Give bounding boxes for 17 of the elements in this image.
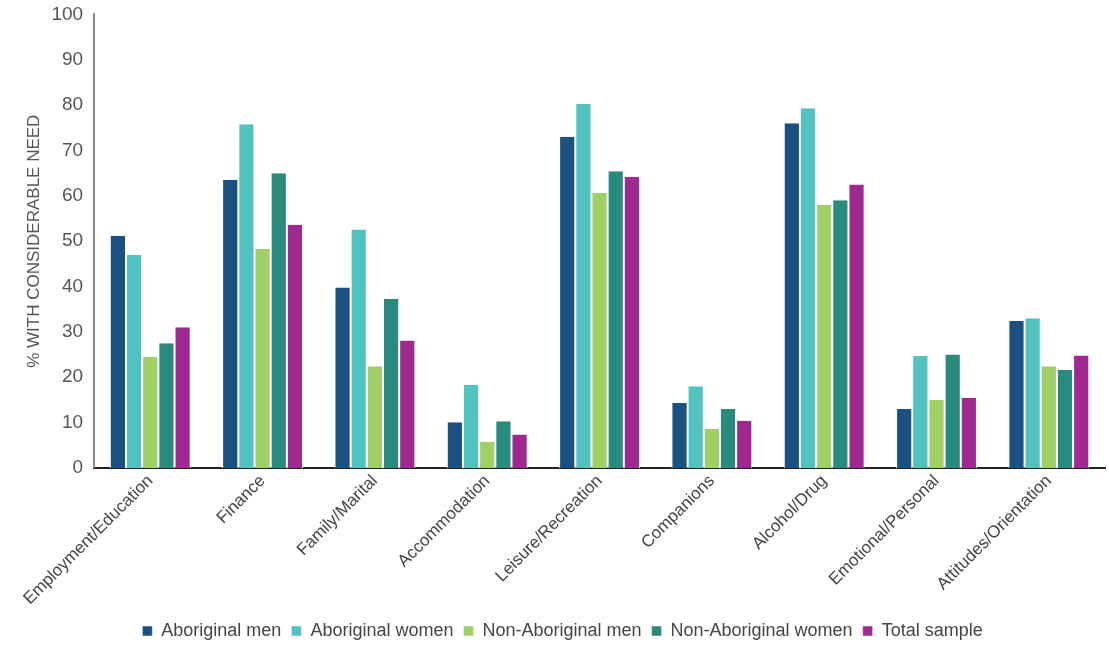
y-axis-title: % WITH CONSIDERABLE NEED [23,114,43,368]
y-tick-label: 0 [72,456,84,478]
legend-label: Total sample [881,619,983,640]
legend-label: Aboriginal women [310,619,454,640]
y-tick-label: 50 [61,229,84,251]
y-tick-label: 90 [61,47,84,69]
y-tick-label: 20 [61,365,84,387]
legend-label: Non-Aboriginal women [670,619,853,640]
y-tick-label: 60 [61,184,84,206]
y-tick-label: 40 [61,274,84,296]
legend-label: Aboriginal men [161,619,282,640]
legend-label: Non-Aboriginal men [482,619,642,640]
y-tick-label: 100 [51,2,84,24]
y-tick-label: 70 [61,138,84,160]
y-tick-label: 80 [61,93,84,115]
y-tick-label: 10 [61,410,84,432]
y-tick-label: 30 [61,320,84,342]
